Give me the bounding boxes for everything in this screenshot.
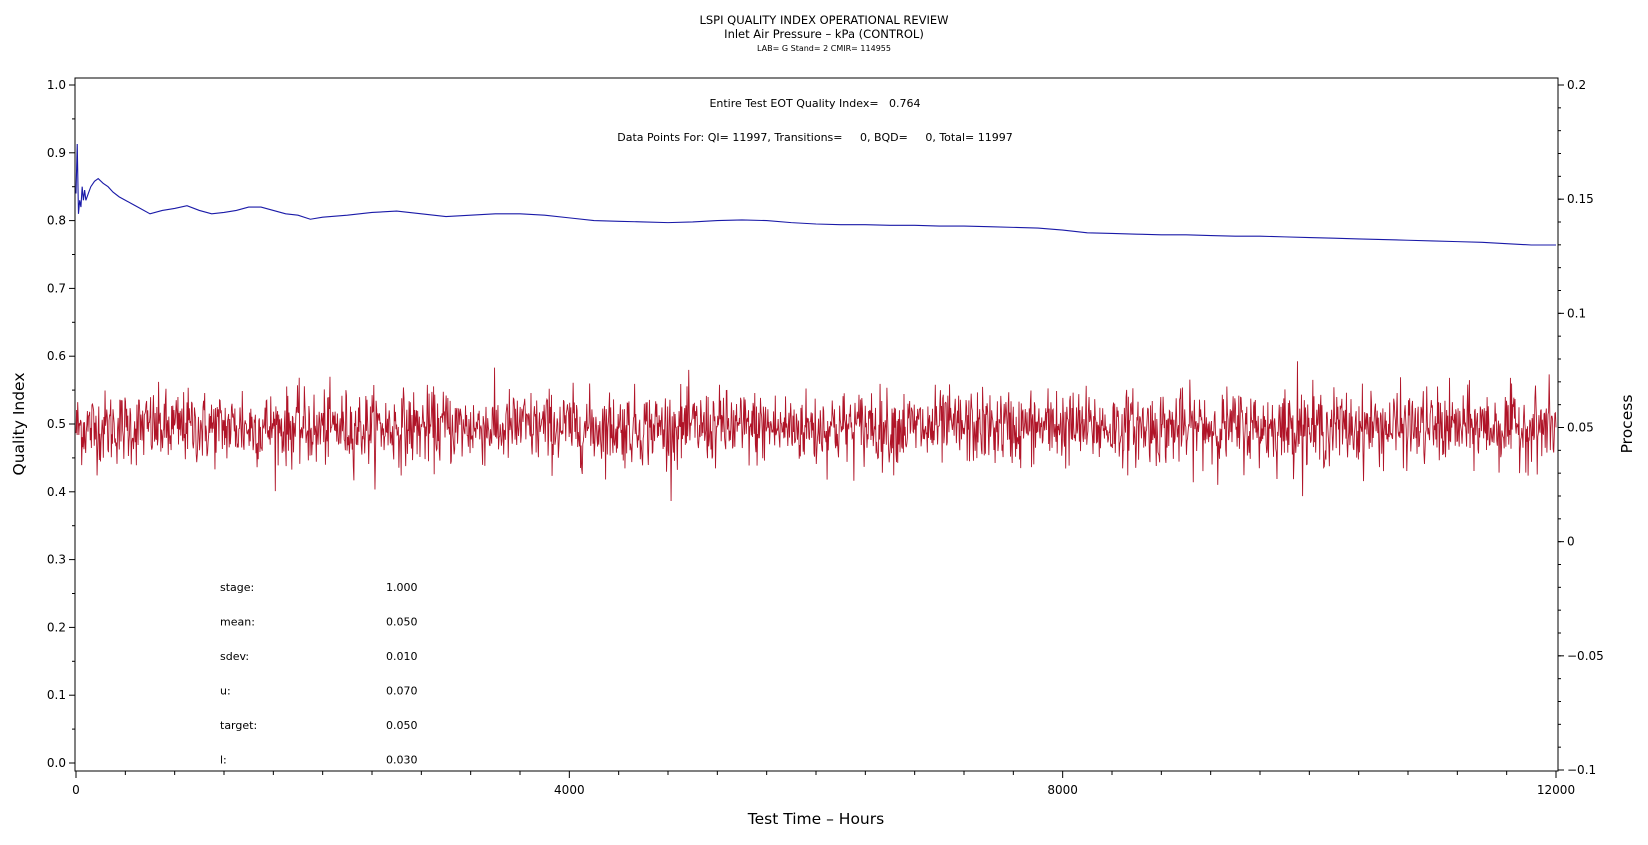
y-tick-label: 0.7 xyxy=(47,281,66,295)
y-tick-label: 0.8 xyxy=(47,214,66,228)
y2-axis-label: Process xyxy=(1618,395,1636,454)
y-tick-label: 0.2 xyxy=(47,620,66,634)
stat-value: 0.070 xyxy=(386,685,418,698)
y-tick-label: 0.0 xyxy=(47,756,66,770)
x-tick-label: 0 xyxy=(72,783,80,797)
x-tick-label: 4000 xyxy=(554,783,585,797)
chart-subtitle: Inlet Air Pressure – kPa (CONTROL) xyxy=(724,27,924,41)
stat-label: target: xyxy=(220,719,257,732)
stat-value: 1.000 xyxy=(386,581,418,594)
stat-label: u: xyxy=(220,685,231,698)
stat-label: l: xyxy=(220,754,227,767)
process-line xyxy=(75,361,1557,501)
y-axis-right: −0.1 −0.05 0 0.05 0.1 0.15 0.2 xyxy=(1558,78,1604,777)
y-tick-label: 0.4 xyxy=(47,485,66,499)
stats-block: stage: 1.000 mean: 0.050 sdev: 0.010 u: 0.070 ta… xyxy=(220,581,418,767)
quality-index-annotation: Entire Test EOT Quality Index= 0.764 xyxy=(709,97,920,110)
stat-value: 0.030 xyxy=(386,754,418,767)
y2-tick-label: −0.1 xyxy=(1567,763,1596,777)
y2-tick-label: 0.2 xyxy=(1567,78,1586,92)
x-axis-label: Test Time – Hours xyxy=(747,810,884,828)
y2-tick-label: −0.05 xyxy=(1567,649,1604,663)
x-tick-label: 8000 xyxy=(1047,783,1078,797)
stat-label: stage: xyxy=(220,581,254,594)
y2-tick-label: 0.05 xyxy=(1567,421,1594,435)
y2-tick-label: 0.15 xyxy=(1567,192,1594,206)
y-tick-label: 1.0 xyxy=(47,78,66,92)
stat-label: mean: xyxy=(220,616,255,629)
chart-title: LSPI QUALITY INDEX OPERATIONAL REVIEW xyxy=(699,13,948,27)
stat-value: 0.010 xyxy=(386,650,418,663)
y-tick-label: 0.5 xyxy=(47,417,66,431)
y2-tick-label: 0.1 xyxy=(1567,306,1586,320)
stat-label: sdev: xyxy=(220,650,249,663)
stat-value: 0.050 xyxy=(386,616,418,629)
y-tick-label: 0.3 xyxy=(47,553,66,567)
data-points-annotation: Data Points For: QI= 11997, Transitions=… xyxy=(617,131,1012,144)
y-tick-label: 0.6 xyxy=(47,349,66,363)
stat-value: 0.050 xyxy=(386,719,418,732)
y-tick-label: 0.9 xyxy=(47,146,66,160)
quality-index-series xyxy=(75,143,1556,246)
x-tick-label: 12000 xyxy=(1537,783,1575,797)
y-axis-left: 0.0 0.1 0.2 0.3 0.4 0.5 0.6 0.7 0.8 0.9 1.0 xyxy=(47,78,75,770)
y2-tick-label: 0 xyxy=(1567,535,1575,549)
process-series xyxy=(75,361,1557,501)
chart-subtitle-2: LAB= G Stand= 2 CMIR= 114955 xyxy=(757,44,891,53)
x-axis: 0 4000 8000 12000 xyxy=(72,771,1575,797)
quality-index-line xyxy=(75,143,1556,246)
y-tick-label: 0.1 xyxy=(47,688,66,702)
y-axis-label: Quality Index xyxy=(10,373,28,476)
